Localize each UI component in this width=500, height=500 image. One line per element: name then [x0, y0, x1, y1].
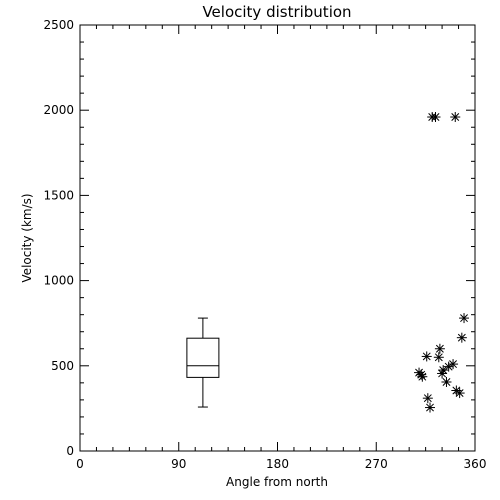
- y-tick-label: 1500: [43, 188, 74, 202]
- data-point: [443, 361, 454, 372]
- data-point: [433, 352, 444, 363]
- box-plot: [186, 317, 220, 408]
- scatter-points: [414, 112, 470, 413]
- y-tick-label: 2500: [43, 18, 74, 32]
- x-axis-title: Angle from north: [226, 475, 328, 489]
- data-point: [422, 393, 433, 404]
- x-tick-label: 0: [76, 457, 84, 471]
- y-tick-label: 500: [51, 359, 74, 373]
- y-tick-label: 1000: [43, 274, 74, 288]
- x-tick-label: 90: [171, 457, 186, 471]
- data-point: [450, 112, 461, 123]
- data-point: [417, 371, 428, 382]
- y-tick-label: 0: [66, 444, 74, 458]
- data-point: [441, 376, 452, 387]
- data-point: [456, 332, 467, 343]
- box-iqr: [186, 337, 220, 378]
- data-point: [425, 402, 436, 413]
- data-point: [437, 368, 448, 379]
- x-tick-label: 270: [365, 457, 388, 471]
- data-point: [430, 112, 441, 123]
- data-point: [459, 313, 470, 324]
- data-point: [434, 343, 445, 354]
- y-axis-title: Velocity (km/s): [20, 193, 34, 282]
- data-point: [421, 351, 432, 362]
- plot-frame: [79, 24, 476, 452]
- x-tick-label: 360: [464, 457, 487, 471]
- y-axis: 0 500 1000 1500 2000 2500: [43, 18, 475, 458]
- chart-title: Velocity distribution: [202, 3, 351, 21]
- x-axis: 0 90 180 270 360: [76, 25, 486, 471]
- data-point: [454, 388, 465, 399]
- x-tick-label: 180: [266, 457, 289, 471]
- y-tick-label: 2000: [43, 103, 74, 117]
